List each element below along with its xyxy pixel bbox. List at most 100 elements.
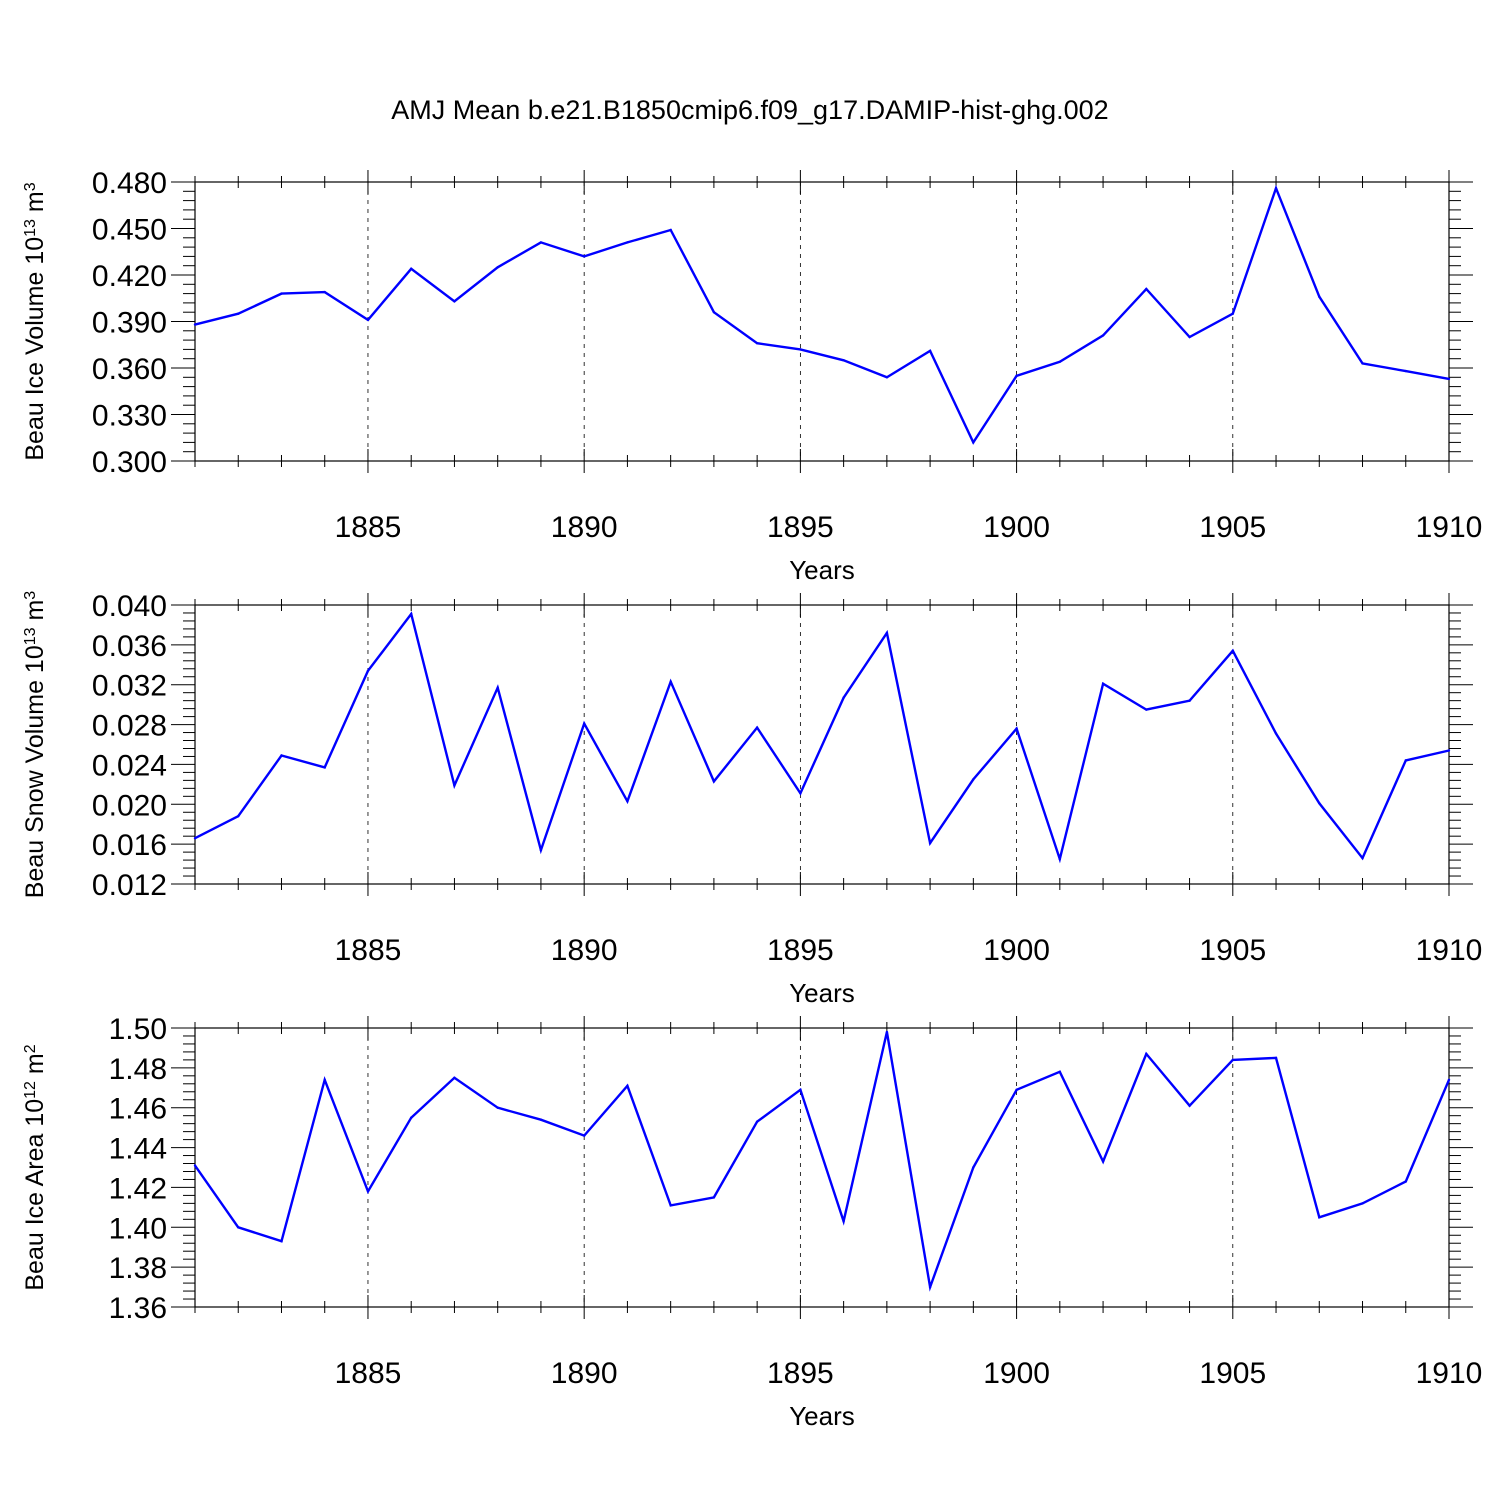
data-point-1895 — [799, 792, 802, 795]
y-tick-label: 0.036 — [92, 630, 167, 663]
data-point-1894 — [755, 726, 759, 729]
data-point-1893 — [712, 1196, 716, 1199]
data-point-1888 — [496, 1106, 499, 1109]
data-point-1895 — [799, 1088, 802, 1092]
data-point-1903 — [1145, 1052, 1148, 1056]
data-point-1899 — [972, 1166, 975, 1169]
data-point-1908 — [1361, 362, 1364, 365]
y-tick-label: 1.36 — [109, 1292, 167, 1325]
x-tick-label: 1910 — [1416, 934, 1483, 967]
y-axis-label-superscript: 12 — [22, 1081, 39, 1099]
series-line — [194, 1031, 1451, 1292]
x-tick-label: 1885 — [335, 1357, 402, 1390]
data-point-1906 — [1274, 1056, 1278, 1060]
chart-title: AMJ Mean b.e21.B1850cmip6.f09_g17.DAMIP-… — [391, 95, 1108, 125]
y-axis-label-text: m — [21, 600, 49, 628]
data-point-1898 — [928, 1285, 932, 1289]
data-point-1885 — [366, 318, 370, 322]
data-point-1900 — [1015, 374, 1018, 377]
data-point-1885 — [366, 669, 370, 672]
data-point-1890 — [583, 255, 586, 258]
y-tick-label: 0.020 — [92, 789, 167, 822]
y-tick-label: 1.48 — [109, 1053, 167, 1086]
data-point-1909 — [1404, 759, 1408, 762]
y-tick-label: 0.300 — [92, 446, 167, 479]
x-tick-label: 1900 — [983, 511, 1050, 544]
x-tick-label: 1900 — [983, 934, 1050, 967]
data-point-1881 — [193, 837, 197, 840]
x-tick-label: 1890 — [551, 511, 618, 544]
x-tick-label: 1905 — [1199, 1357, 1266, 1390]
y-tick-label: 0.040 — [92, 590, 167, 623]
y-axis-label-text: Beau Ice Area 10 — [21, 1099, 49, 1291]
data-point-1904 — [1188, 699, 1191, 702]
data-point-1910 — [1447, 377, 1451, 381]
data-point-1882 — [237, 312, 240, 315]
data-point-1889 — [539, 241, 543, 244]
y-tick-label: 0.330 — [92, 400, 167, 433]
y-axis-label: Beau Ice Volume 1013 m3 — [21, 182, 49, 460]
y-axis-label-superscript: 3 — [22, 591, 39, 600]
data-point-1892 — [669, 680, 672, 683]
data-point-1905 — [1231, 1058, 1235, 1062]
y-tick-label: 0.420 — [92, 260, 167, 293]
y-axis-label-superscript: 13 — [22, 627, 39, 645]
data-point-1909 — [1404, 369, 1408, 373]
data-point-1896 — [842, 359, 845, 362]
plot-frame — [194, 181, 1450, 462]
series-line — [194, 611, 1450, 864]
data-point-1885 — [366, 1190, 370, 1193]
x-tick-label: 1895 — [767, 1357, 834, 1390]
data-point-1894 — [755, 1120, 759, 1123]
x-tick-label: 1900 — [983, 1357, 1050, 1390]
data-point-1900 — [1015, 727, 1018, 730]
y-tick-label: 0.016 — [92, 829, 167, 862]
data-point-1886 — [410, 612, 413, 616]
data-point-1883 — [280, 1240, 283, 1243]
data-point-1898 — [928, 841, 932, 845]
x-tick-label: 1910 — [1416, 1357, 1483, 1390]
data-point-1884 — [323, 290, 326, 294]
data-point-1895 — [799, 348, 802, 351]
data-point-1904 — [1188, 1104, 1191, 1107]
series-line — [194, 184, 1450, 445]
data-point-1906 — [1274, 732, 1278, 735]
y-axis-label-superscript: 2 — [22, 1044, 39, 1053]
data-point-1909 — [1404, 1180, 1408, 1183]
data-point-1901 — [1058, 360, 1062, 363]
x-tick-label: 1895 — [767, 934, 834, 967]
y-tick-label: 1.38 — [109, 1252, 167, 1285]
data-point-1902 — [1101, 334, 1105, 337]
y-axis-label: Beau Ice Area 1012 m2 — [21, 1044, 49, 1290]
panel-3: 1.36 1.38 1.40 1.42 1.44 1.46 1.48 1.50 1885 1890… — [21, 1013, 1482, 1431]
y-tick-label: 1.50 — [109, 1013, 167, 1046]
y-tick-label: 0.360 — [92, 353, 167, 386]
data-point-1889 — [539, 1118, 543, 1121]
data-point-1908 — [1361, 856, 1364, 860]
data-point-1891 — [626, 800, 629, 803]
y-axis-label-text: m — [21, 191, 49, 219]
data-point-1902 — [1101, 682, 1105, 685]
y-tick-label: 1.46 — [109, 1093, 167, 1126]
x-tick-label: 1890 — [551, 1357, 618, 1390]
x-tick-label: 1905 — [1199, 934, 1266, 967]
data-point-1892 — [669, 228, 672, 232]
data-point-1888 — [496, 266, 499, 269]
data-point-1897 — [885, 1030, 889, 1034]
panel-1: 0.300 0.330 0.360 0.390 0.420 0.450 0.480 1885 1… — [21, 167, 1482, 585]
data-point-1884 — [323, 1078, 326, 1082]
data-point-1891 — [626, 241, 629, 244]
data-point-1903 — [1145, 287, 1148, 291]
data-point-1881 — [193, 323, 197, 326]
data-point-1887 — [453, 784, 456, 787]
y-tick-label: 1.42 — [109, 1172, 167, 1205]
x-axis-label: Years — [789, 978, 855, 1008]
data-point-1907 — [1318, 802, 1321, 805]
data-point-1910 — [1447, 749, 1451, 752]
y-axis-label-text: Beau Ice Volume 10 — [21, 237, 49, 461]
x-tick-label: 1885 — [335, 511, 402, 544]
y-tick-label: 0.028 — [92, 710, 167, 743]
x-tick-label: 1910 — [1416, 511, 1483, 544]
